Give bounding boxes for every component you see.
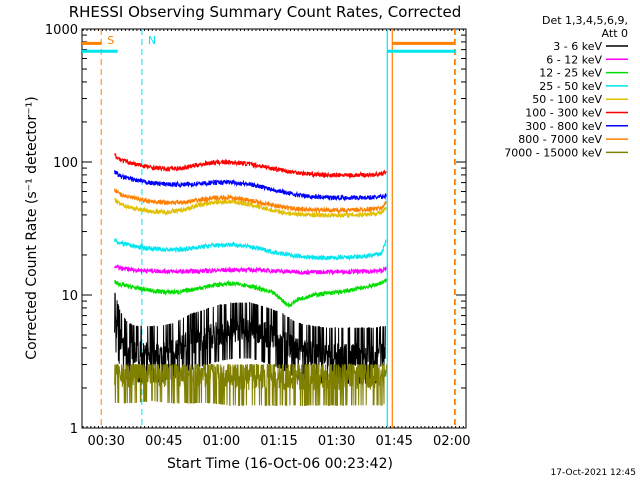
legend-entry-label: 25 - 50 keV [539,80,602,93]
annotation-n: N [148,34,156,47]
y-tick-label: 1000 [45,23,78,38]
legend-entry-label: 300 - 800 keV [525,120,602,133]
y-tick-label: 100 [53,156,78,171]
legend-entry-label: 3 - 6 keV [553,40,602,53]
legend-entry-label: 7000 - 15000 keV [504,146,602,159]
series-line-7 [114,188,387,215]
x-tick-label: 00:45 [145,434,182,449]
series-line-3 [114,237,387,262]
x-tick-label: 01:45 [375,434,412,449]
x-tick-label: 01:30 [318,434,355,449]
series-line-6 [114,170,387,202]
chart-title: RHESSI Observing Summary Count Rates, Co… [69,3,462,21]
y-axis-label: Corrected Count Rate (s⁻¹ detector⁻¹) [24,96,40,359]
plot-area: 1 10 100 1000 00:30 00:45 01:00 01:15 01:30 01:45… [45,23,471,449]
series-line-4 [114,197,387,219]
legend-entry-label: 50 - 100 keV [532,93,602,106]
y-tick-label: 10 [61,289,78,304]
x-tick-label: 00:30 [87,434,124,449]
series-line-8 [114,362,387,406]
y-tick-label: 1 [70,422,78,437]
x-tick-label: 01:00 [203,434,240,449]
legend-header: Att 0 [602,27,628,40]
x-axis-label: Start Time (16-Oct-06 00:23:42) [167,456,393,472]
legend-entry-label: 800 - 7000 keV [518,133,602,146]
legend-entry-label: 6 - 12 keV [546,53,602,66]
x-tick-label: 02:00 [433,434,470,449]
legend-entry-label: 100 - 300 keV [525,107,602,120]
series-line-1 [114,263,387,276]
legend-entry-label: 12 - 25 keV [539,67,602,80]
series-line-5 [114,152,387,180]
series-line-2 [114,278,387,309]
annotation-s: S [107,34,114,47]
legend-header: Det 1,3,4,5,6,9, [542,14,628,27]
generated-timestamp: 17-Oct-2021 12:45 [551,468,636,478]
plot-frame [81,28,467,429]
x-tick-label: 01:15 [260,434,297,449]
